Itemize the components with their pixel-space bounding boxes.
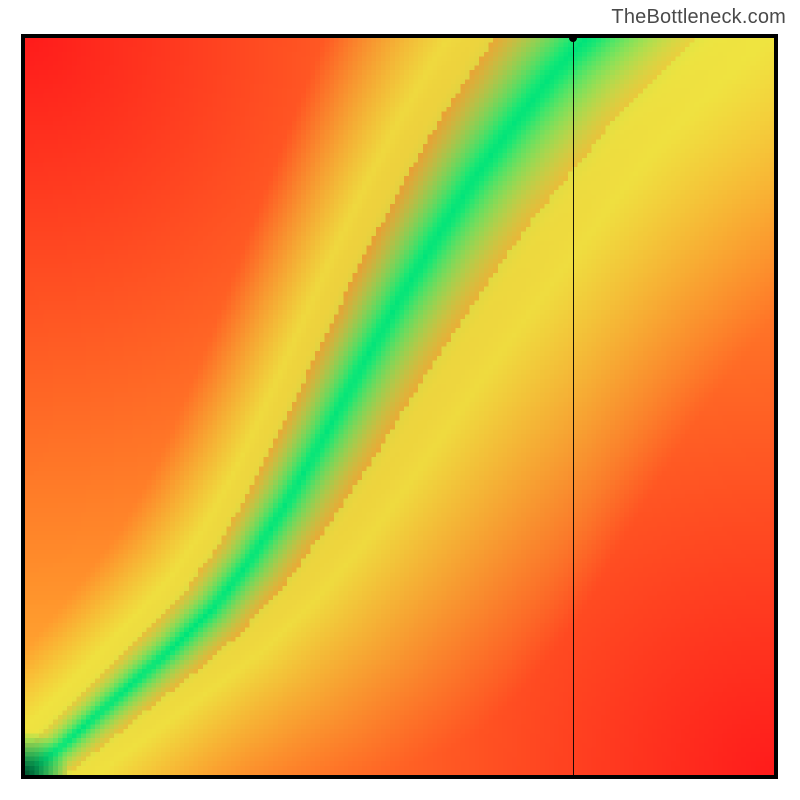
vertical-marker-line (573, 38, 574, 775)
heatmap-canvas (25, 38, 774, 775)
vertical-marker-dot (569, 34, 577, 42)
heatmap-frame (21, 34, 778, 779)
watermark-text: TheBottleneck.com (611, 6, 786, 29)
